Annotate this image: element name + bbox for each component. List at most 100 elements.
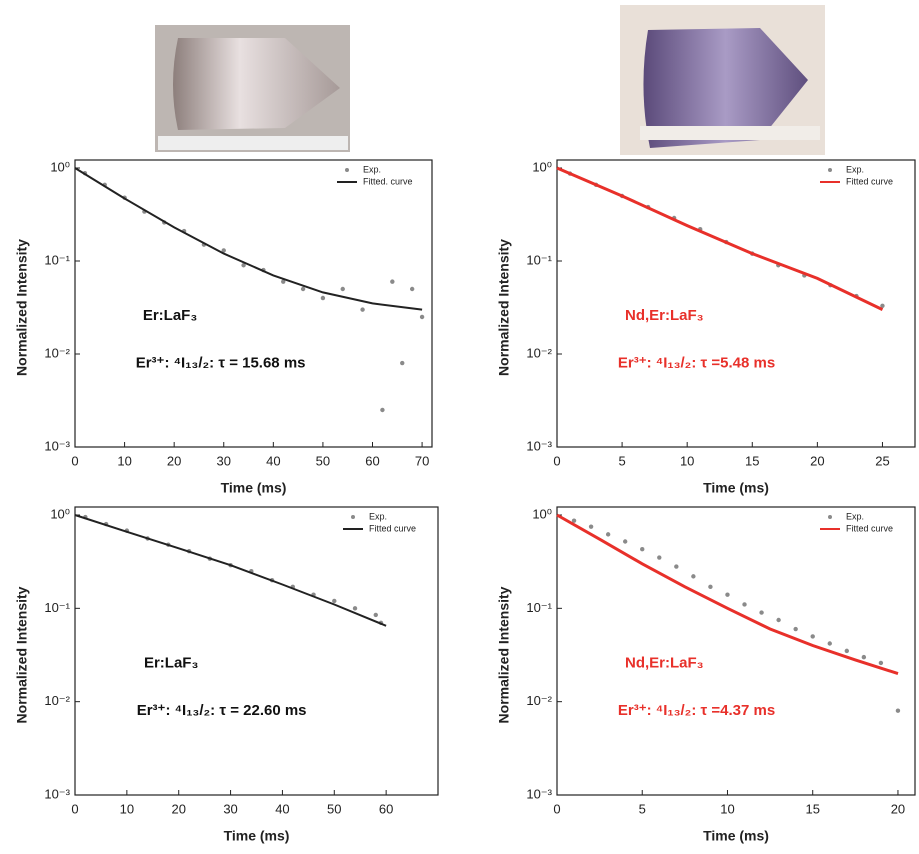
figure: 01020304050607010⁰10⁻¹10⁻²10⁻³Time (ms)N… [0, 0, 919, 854]
legend-marker [828, 515, 832, 519]
x-tick-label: 20 [171, 801, 185, 816]
y-axis-label: Normalized Intensity [14, 586, 30, 723]
legend-marker [351, 515, 355, 519]
data-point [674, 564, 678, 568]
data-point [374, 613, 378, 617]
x-tick-label: 60 [379, 801, 393, 816]
x-axis-label: Time (ms) [224, 828, 290, 844]
annotation: Er³⁺: ⁴I₁₃/₂: τ =4.37 ms [618, 702, 775, 719]
y-axis-label: Normalized Intensity [496, 239, 512, 376]
x-tick-label: 15 [805, 801, 819, 816]
x-tick-label: 40 [275, 801, 289, 816]
y-tick-label: 10⁻³ [44, 786, 70, 801]
x-tick-label: 0 [553, 453, 560, 468]
y-tick-label: 10⁰ [50, 159, 70, 174]
data-point [742, 602, 746, 606]
x-tick-label: 15 [745, 453, 759, 468]
y-tick-label: 10⁻¹ [44, 600, 70, 615]
data-point [657, 555, 661, 559]
data-point [400, 361, 404, 365]
x-tick-label: 70 [415, 453, 429, 468]
data-point [759, 610, 763, 614]
x-tick-label: 30 [223, 801, 237, 816]
x-tick-label: 10 [680, 453, 694, 468]
x-tick-label: 5 [618, 453, 625, 468]
annotation: Er³⁺: ⁴I₁₃/₂: τ =5.48 ms [618, 354, 775, 371]
data-point [691, 574, 695, 578]
data-point [811, 634, 815, 638]
y-tick-label: 10⁻³ [44, 438, 70, 453]
chart-panel: 0 10 20 30 40 50 60 70 10⁰ 10⁻¹ 10⁻² 10⁻³ Time (ms) N… [14, 159, 432, 495]
annotation: Er³⁺: ⁴I₁₃/₂: τ = 22.60 ms [137, 702, 307, 719]
data-point [623, 539, 627, 543]
x-tick-label: 40 [266, 453, 280, 468]
legend-label: Exp. [363, 164, 381, 174]
plot-frame [557, 160, 915, 447]
data-point [776, 618, 780, 622]
x-tick-label: 60 [365, 453, 379, 468]
data-point [879, 661, 883, 665]
y-tick-label: 10⁻¹ [44, 252, 70, 267]
annotation: Nd,Er:LaF₃ [625, 654, 704, 671]
x-tick-label: 30 [217, 453, 231, 468]
x-tick-label: 10 [117, 453, 131, 468]
y-tick-label: 10⁰ [532, 159, 552, 174]
data-point [420, 315, 424, 319]
x-tick-label: 20 [167, 453, 181, 468]
x-axis-label: Time (ms) [703, 828, 769, 844]
y-axis-label: Normalized Intensity [496, 586, 512, 723]
x-tick-label: 20 [810, 453, 824, 468]
annotation: Nd,Er:LaF₃ [625, 307, 704, 324]
x-tick-label: 10 [720, 801, 734, 816]
legend-marker [345, 168, 349, 172]
data-point [360, 307, 364, 311]
data-point [332, 599, 336, 603]
y-tick-label: 10⁻¹ [526, 600, 552, 615]
y-tick-label: 10⁻² [44, 345, 70, 360]
data-point [301, 287, 305, 291]
data-point [606, 532, 610, 536]
y-tick-label: 10⁻² [526, 693, 552, 708]
legend-label: Fitted curve [369, 523, 416, 533]
photo-crystal-2 [620, 5, 825, 155]
legend-label: Exp. [846, 164, 864, 174]
data-point [589, 524, 593, 528]
x-tick-label: 0 [71, 453, 78, 468]
data-point [390, 279, 394, 283]
fit-line [557, 168, 883, 310]
annotation: Er:LaF₃ [144, 654, 199, 671]
data-point [640, 547, 644, 551]
plot-frame [557, 507, 915, 795]
y-tick-label: 10⁻² [526, 345, 552, 360]
data-point [828, 641, 832, 645]
data-point [410, 287, 414, 291]
legend-label: Exp. [846, 511, 864, 521]
data-point [380, 408, 384, 412]
data-point [341, 287, 345, 291]
annotation: Er:LaF₃ [143, 307, 198, 324]
y-tick-label: 10⁻³ [526, 786, 552, 801]
data-point [793, 627, 797, 631]
x-tick-label: 0 [71, 801, 78, 816]
data-point [353, 606, 357, 610]
legend-marker [828, 168, 832, 172]
data-point [725, 592, 729, 596]
y-tick-label: 10⁻¹ [526, 252, 552, 267]
plot-frame [75, 507, 438, 795]
data-point [862, 655, 866, 659]
y-tick-label: 10⁰ [50, 506, 70, 521]
x-axis-label: Time (ms) [221, 480, 287, 496]
data-point [321, 296, 325, 300]
x-tick-label: 50 [316, 453, 330, 468]
x-tick-label: 5 [639, 801, 646, 816]
legend-label: Fitted curve [846, 523, 893, 533]
data-point [845, 649, 849, 653]
x-tick-label: 50 [327, 801, 341, 816]
data-point [708, 585, 712, 589]
x-tick-label: 25 [875, 453, 889, 468]
x-tick-label: 10 [120, 801, 134, 816]
annotation: Er³⁺: ⁴I₁₃/₂: τ = 15.68 ms [136, 354, 306, 371]
y-axis-label: Normalized Intensity [14, 239, 30, 376]
